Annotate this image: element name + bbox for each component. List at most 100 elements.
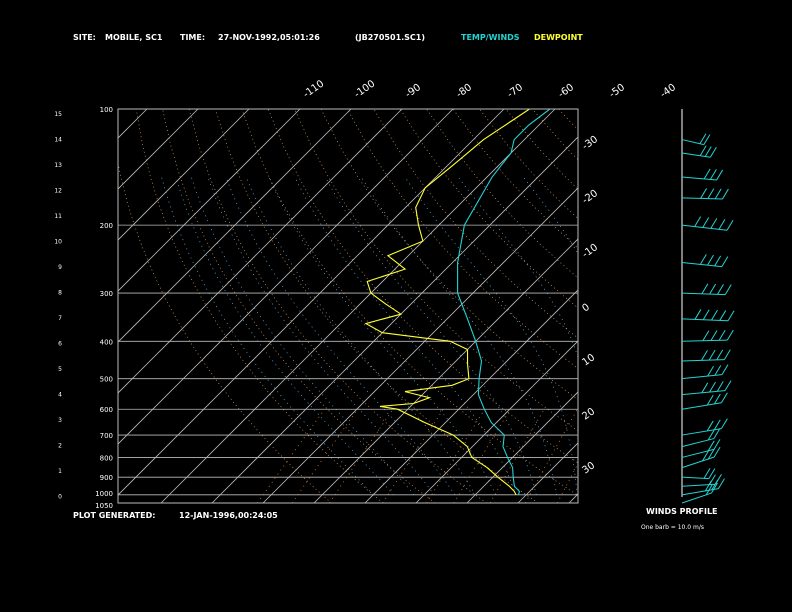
moist-adiabat-line	[175, 176, 394, 496]
right-temperature-tick-label: 20	[580, 406, 597, 422]
wind-barb	[681, 364, 729, 380]
wind-barb	[681, 133, 711, 146]
isotherm-line	[118, 109, 148, 139]
mixing-ratio-line	[489, 408, 545, 503]
plot-frame	[117, 108, 579, 504]
top-temperature-tick-label: -100	[352, 78, 377, 100]
mixing-ratio-line	[426, 408, 486, 503]
pressure-tick-label: 700	[100, 432, 113, 440]
isotherm-line	[671, 109, 792, 503]
moist-adiabat-line	[190, 176, 415, 496]
wind-barb	[681, 446, 721, 469]
isotherm-line	[773, 109, 792, 503]
wind-barb	[681, 478, 725, 496]
moist-adiabat-line	[225, 176, 456, 495]
dry-adiabat-line	[373, 109, 578, 339]
isotherm-line	[466, 391, 578, 503]
isotherm-line	[313, 238, 578, 503]
dry-adiabat-line	[638, 109, 792, 503]
dry-adiabat-line	[320, 109, 578, 400]
wind-barb	[681, 254, 729, 268]
time-label: TIME:	[180, 33, 206, 42]
winds-profile-title: WINDS PROFILE	[646, 507, 718, 516]
right-temperature-tick-label: 10	[580, 352, 597, 368]
dry-adiabat-line	[135, 109, 384, 503]
plot-area	[0, 109, 792, 503]
top-temperature-tick-label: -80	[454, 82, 474, 100]
top-temperature-tick-label: -110	[301, 78, 326, 100]
moist-adiabat-line	[161, 176, 374, 496]
dry-adiabat-line	[399, 109, 578, 309]
top-temperature-tick-label: -50	[607, 82, 627, 100]
isotherm-line	[364, 289, 578, 503]
dry-adiabat-line	[426, 109, 578, 279]
pressure-tick-label: 500	[100, 376, 113, 384]
isotherm-line	[722, 109, 792, 503]
dry-adiabat-line	[241, 109, 578, 496]
mixing-ratio-line	[524, 409, 578, 503]
isotherm-line	[118, 109, 403, 394]
pressure-tick-label: 1000	[95, 490, 113, 498]
moist-adiabat-line	[598, 177, 646, 495]
pressure-tick-label: 300	[100, 290, 113, 298]
height-tick-label: 0	[58, 494, 62, 501]
height-tick-label: 6	[58, 341, 62, 348]
moist-adiabat-line	[457, 176, 578, 359]
wind-barb	[681, 145, 717, 158]
isotherm-line	[211, 136, 578, 503]
isotherm-line	[118, 109, 250, 241]
wind-barb	[681, 168, 724, 181]
isotherm-line	[118, 109, 505, 496]
height-tick-label: 3	[58, 417, 62, 424]
moist-adiabat-line	[268, 176, 496, 495]
wind-barb	[681, 392, 728, 410]
height-tick-label: 9	[58, 264, 62, 271]
isotherm-line	[118, 109, 352, 343]
height-tick-label: 1	[58, 468, 62, 475]
winds-barb-note: One barb = 10.0 m/s	[641, 524, 704, 531]
top-temperature-tick-label: -70	[505, 82, 525, 100]
wind-barb	[681, 428, 721, 448]
wind-barb	[681, 309, 735, 322]
plot-generated-value: 12-JAN-1996,00:24:05	[179, 511, 278, 520]
site-label: SITE:	[73, 33, 96, 42]
plot-generated-label: PLOT GENERATED:	[73, 511, 156, 520]
pressure-tick-label: 100	[100, 106, 113, 114]
height-tick-label: 8	[58, 290, 62, 297]
mixing-ratio-line	[600, 409, 647, 503]
dry-adiabat-line	[215, 109, 539, 503]
height-tick-label: 5	[58, 366, 62, 373]
isotherm-line	[415, 340, 578, 503]
isotherm-line	[118, 109, 301, 292]
dry-adiabat-line	[347, 109, 578, 369]
right-temperature-tick-label: -20	[580, 188, 600, 206]
isotherm-line	[0, 109, 96, 503]
dry-adiabat-line	[531, 109, 578, 161]
site-value: MOBILE, SC1	[105, 33, 163, 42]
isotherm-line	[517, 442, 578, 503]
right-temperature-tick-label: 30	[580, 460, 597, 476]
dry-adiabat-line	[162, 109, 436, 503]
wind-barb	[681, 188, 729, 200]
height-tick-label: 13	[54, 162, 62, 169]
height-tick-label: 10	[54, 239, 62, 246]
pressure-tick-label: 200	[100, 222, 113, 230]
isotherm-line	[118, 109, 454, 445]
temp-legend: TEMP/WINDS	[461, 33, 520, 42]
wind-barb	[681, 380, 732, 396]
top-temperature-tick-label: -90	[403, 82, 423, 100]
top-temperature-tick-label: -40	[658, 82, 678, 100]
wind-barb	[681, 439, 721, 458]
height-tick-label: 14	[54, 137, 62, 144]
isotherm-line	[118, 109, 199, 190]
pressure-tick-label: 400	[100, 338, 113, 346]
dry-adiabat-line	[558, 109, 578, 131]
isotherm-line	[568, 493, 578, 503]
moist-adiabat-line	[245, 176, 476, 495]
moist-adiabat-line	[523, 176, 578, 255]
wind-barb	[681, 418, 728, 436]
dry-adiabat-line	[188, 109, 487, 503]
height-tick-label: 4	[58, 392, 62, 399]
pressure-tick-label: 1050	[95, 502, 113, 510]
